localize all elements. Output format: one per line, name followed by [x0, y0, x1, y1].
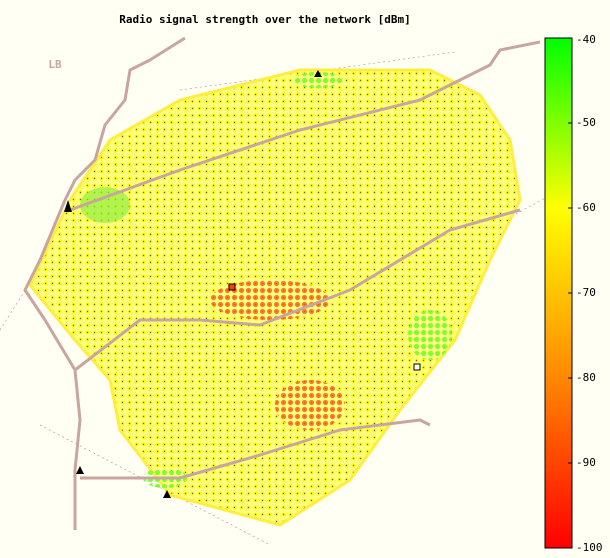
road: [74, 208, 521, 372]
strong-area: [80, 187, 130, 223]
colorbar: [544, 37, 573, 549]
colorbar-tick-label: -40: [576, 33, 596, 46]
area-label: LB: [48, 58, 62, 71]
road: [23, 36, 186, 530]
weak-area: [275, 380, 345, 430]
map: [0, 36, 561, 546]
site-marker: [413, 363, 421, 371]
road: [69, 40, 541, 212]
colorbar-tick-label: -90: [576, 456, 596, 469]
colorbar-tick-label: -50: [576, 116, 596, 129]
colorbar-tick-label: -100: [576, 541, 603, 554]
site-marker: [228, 283, 236, 291]
colorbar-tick-label: -80: [576, 371, 596, 384]
strong-area: [408, 310, 452, 360]
colorbar-tick-label: -60: [576, 201, 596, 214]
weak-area: [210, 280, 330, 320]
colorbar-tick-label: -70: [576, 286, 596, 299]
road: [80, 418, 431, 480]
map-title: Radio signal strength over the network […: [119, 13, 410, 26]
strong-area: [293, 72, 343, 88]
